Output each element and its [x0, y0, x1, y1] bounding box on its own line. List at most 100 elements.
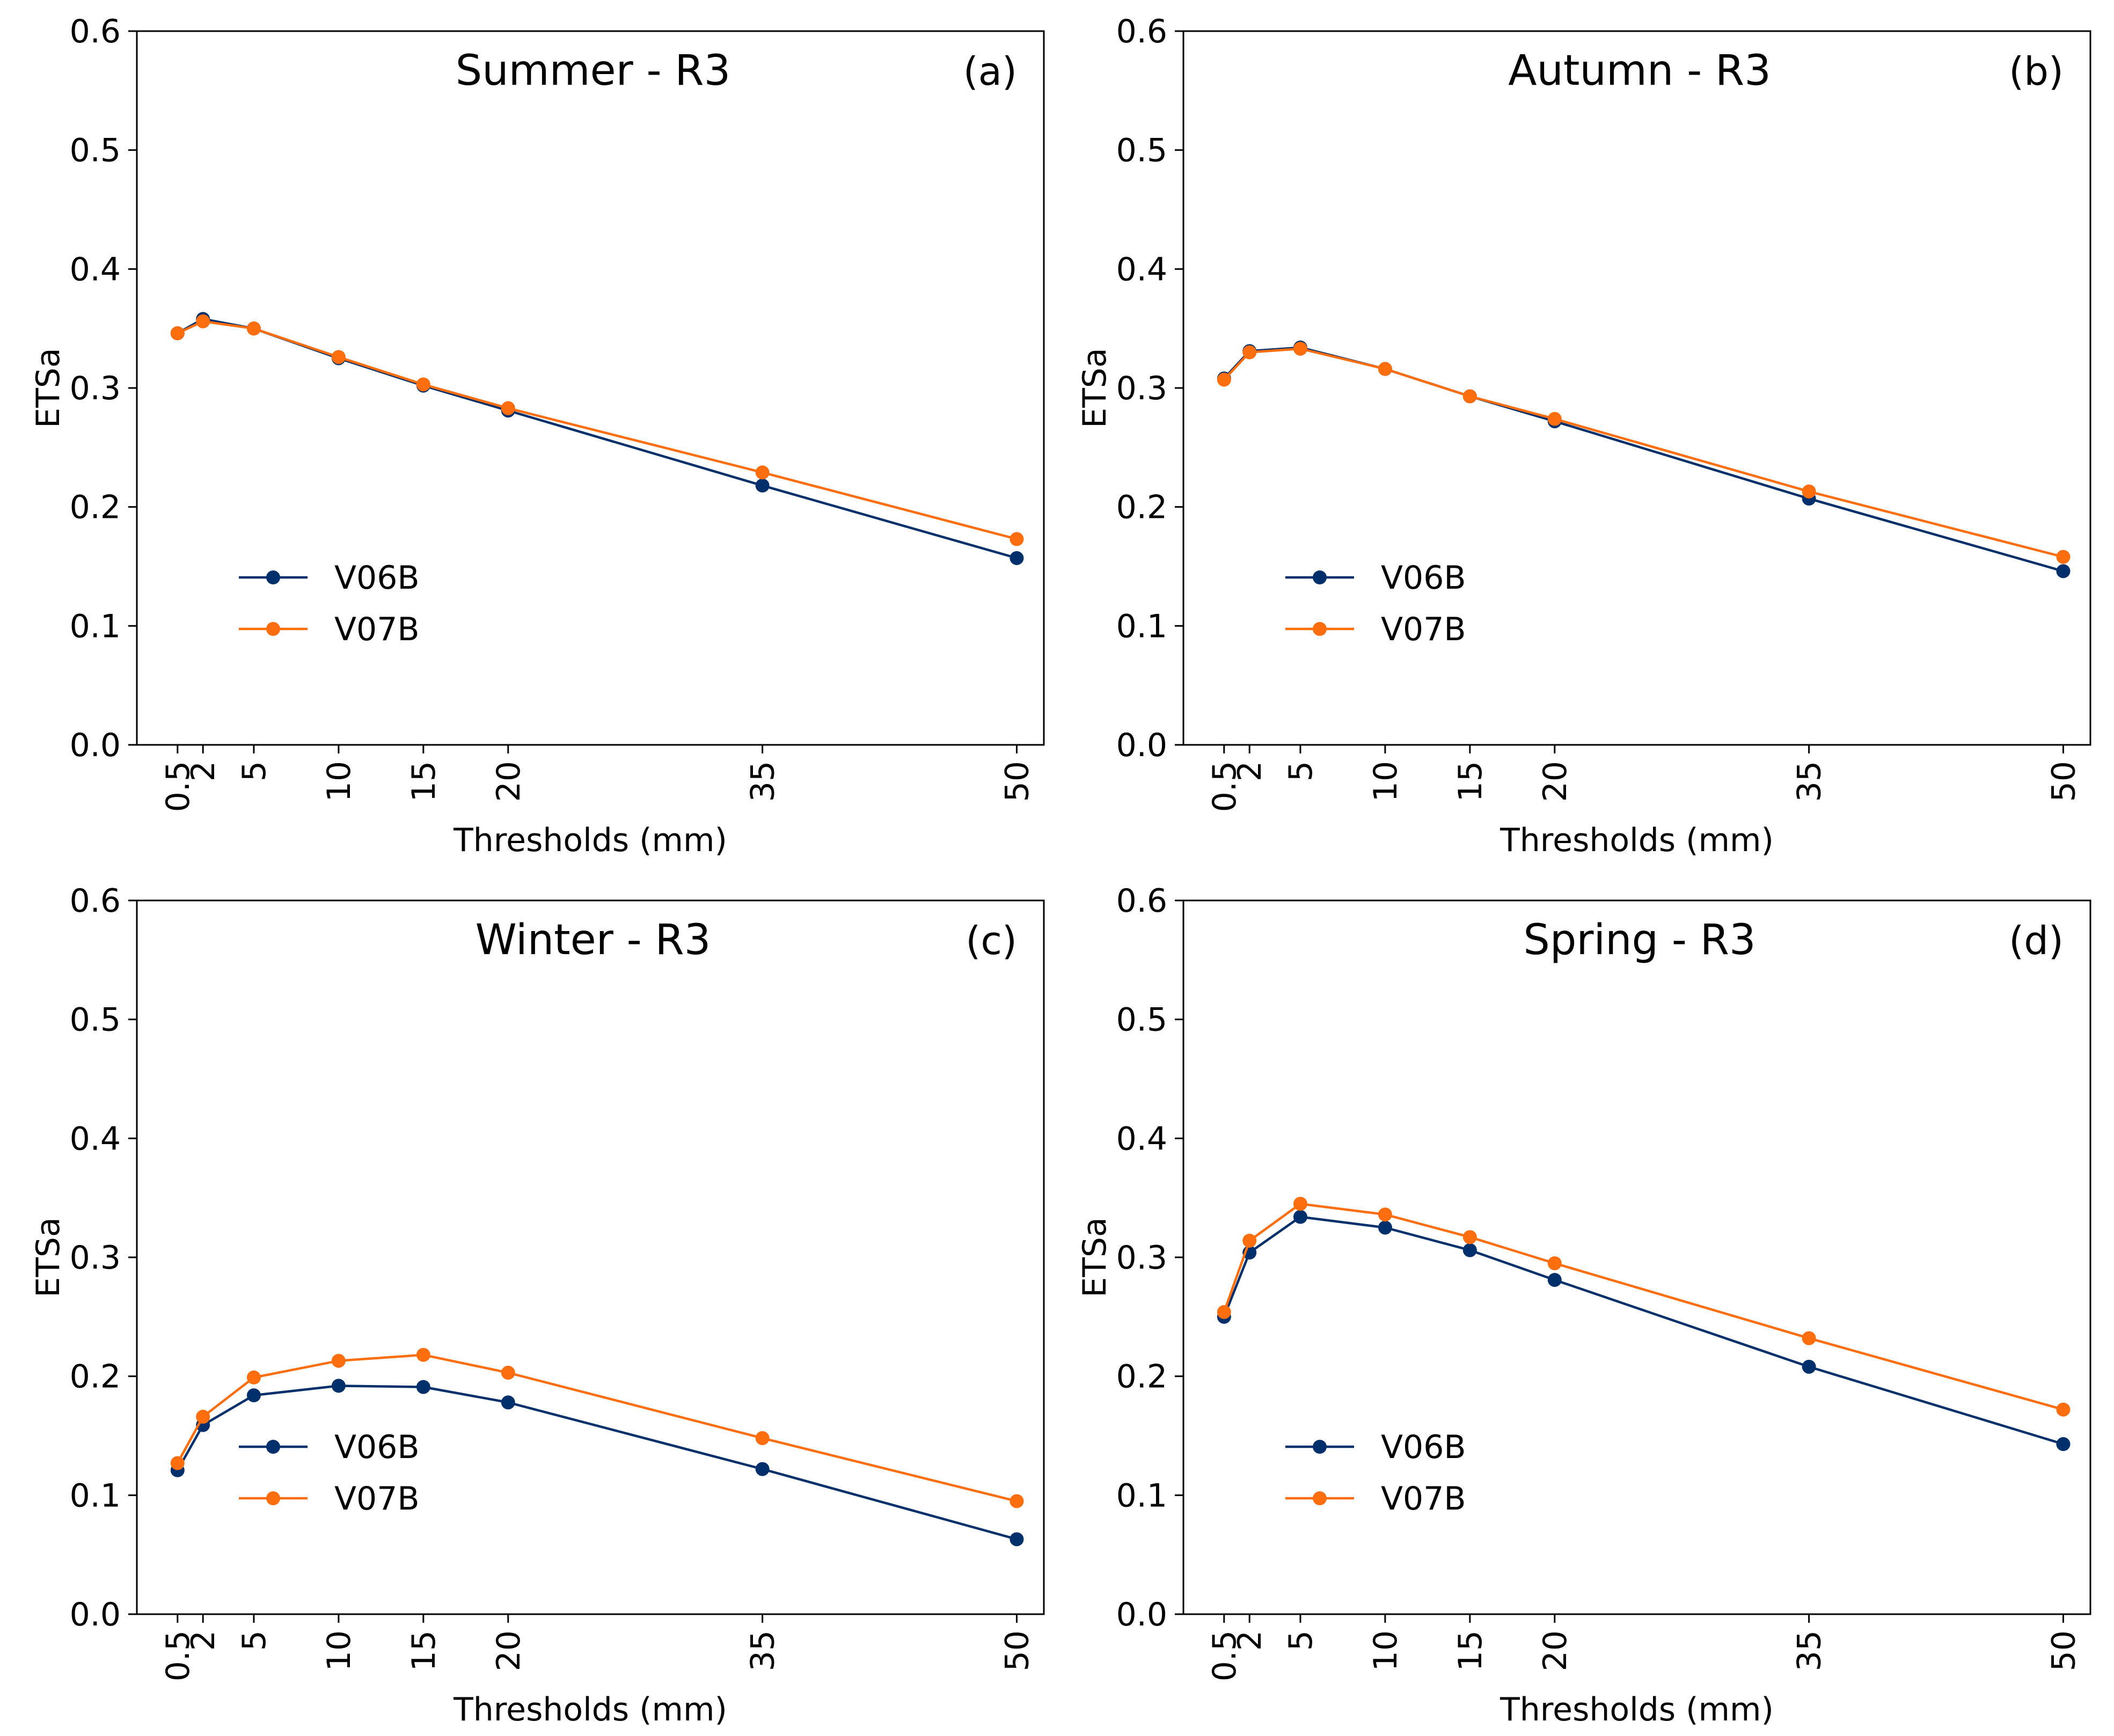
data-point-v07b — [416, 377, 430, 392]
x-tick-label: 50 — [998, 761, 1036, 802]
x-tick-label: 0.5 — [159, 761, 197, 812]
x-tick-label: 50 — [2045, 761, 2082, 802]
data-point-v06b — [2056, 1437, 2071, 1452]
x-tick-label: 2 — [1231, 1630, 1269, 1651]
data-point-v07b — [1293, 341, 1307, 356]
data-point-v06b — [2056, 564, 2071, 578]
chart-panel-summer: 0.00.10.20.30.40.50.60.52 5 10 15 20 35 50Thre… — [30, 13, 1045, 859]
data-point-v06b — [755, 478, 770, 493]
y-tick-label: 0.5 — [1116, 132, 1167, 170]
data-point-v07b — [246, 1370, 261, 1385]
x-tick-label: 0.5 — [1206, 1630, 1243, 1681]
plot-frame — [136, 30, 1045, 746]
legend-marker-v07b — [1313, 1491, 1327, 1505]
y-tick-label: 0.4 — [1116, 251, 1167, 288]
data-point-v07b — [1462, 389, 1477, 404]
y-tick-label: 0.6 — [70, 882, 121, 920]
data-point-v06b — [416, 1380, 430, 1394]
data-point-v06b — [1462, 1243, 1477, 1257]
x-tick-label: 35 — [1791, 761, 1828, 802]
data-point-v07b — [170, 1456, 185, 1470]
series-line-v07b — [176, 1353, 1018, 1503]
y-axis-label: ETSa — [30, 348, 67, 428]
x-tick-label: 10 — [320, 1630, 358, 1671]
data-point-v07b — [501, 1366, 515, 1380]
y-axis-label: ETSa — [1076, 1217, 1114, 1297]
x-tick-label: 20 — [490, 761, 528, 802]
x-axis-label: Thresholds (mm) — [453, 822, 727, 859]
x-tick-label: 5 — [1282, 1630, 1320, 1651]
data-point-v07b — [755, 1431, 770, 1445]
x-tick-label: 35 — [744, 1630, 782, 1671]
plot-frame — [136, 899, 1045, 1615]
y-tick-label: 0.3 — [70, 370, 121, 407]
x-tick-label: 10 — [1367, 761, 1405, 802]
data-point-v06b — [1547, 1273, 1562, 1287]
data-point-v06b — [331, 1379, 346, 1393]
y-tick-label: 0.1 — [1116, 1477, 1167, 1514]
x-tick-label: 15 — [405, 1630, 443, 1671]
y-tick-label: 0.4 — [1116, 1120, 1167, 1158]
data-point-v07b — [1378, 362, 1392, 376]
legend-marker-v06b — [266, 1440, 280, 1454]
y-tick-label: 0.1 — [1116, 607, 1167, 645]
data-point-v07b — [2056, 1402, 2071, 1417]
y-tick-label: 0.1 — [70, 607, 121, 645]
y-tick-label: 0.1 — [70, 1477, 121, 1514]
data-point-v07b — [1378, 1207, 1392, 1222]
x-tick-label: 50 — [2045, 1630, 2082, 1671]
data-point-v06b — [755, 1462, 770, 1476]
data-point-v07b — [1293, 1197, 1307, 1211]
legend-label-v07b: V07B — [1381, 611, 1466, 648]
chart-panel-autumn: 0.00.10.20.30.40.50.60.52 5 10 15 20 35 50Thre… — [1076, 13, 2091, 859]
x-tick-label: 35 — [1791, 1630, 1828, 1671]
data-point-v06b — [1010, 551, 1024, 565]
legend-label-v06b: V06B — [334, 1429, 420, 1466]
x-axis-label: Thresholds (mm) — [1499, 822, 1774, 859]
x-tick-label: 20 — [490, 1630, 528, 1671]
data-point-v07b — [1242, 345, 1257, 360]
panel-tag: (b) — [2009, 49, 2064, 94]
legend-label-v06b: V06B — [1381, 1429, 1466, 1466]
legend-label-v06b: V06B — [1381, 559, 1466, 597]
series-line-v06b — [176, 1385, 1018, 1541]
series-line-v07b — [1223, 347, 2064, 558]
y-tick-label: 0.6 — [1116, 882, 1167, 920]
legend-label-v07b: V07B — [334, 1480, 420, 1518]
series-line-v06b — [1223, 1215, 2064, 1446]
y-axis-label: ETSa — [1076, 348, 1114, 428]
x-tick-label: 10 — [1367, 1630, 1405, 1671]
data-point-v07b — [331, 1353, 346, 1368]
y-axis-label: ETSa — [30, 1217, 67, 1297]
series-line-v06b — [1223, 346, 2064, 573]
y-tick-label: 0.2 — [70, 489, 121, 526]
data-point-v07b — [246, 321, 261, 336]
data-point-v06b — [501, 1395, 515, 1410]
legend-marker-v06b — [1313, 570, 1327, 584]
y-tick-label: 0.3 — [1116, 370, 1167, 407]
data-point-v07b — [1547, 412, 1562, 426]
data-point-v06b — [1293, 1210, 1307, 1224]
legend-label-v07b: V07B — [334, 611, 420, 648]
data-point-v07b — [1010, 532, 1024, 546]
data-point-v07b — [1010, 1494, 1024, 1508]
panel-tag: (c) — [965, 918, 1017, 963]
x-tick-label: 35 — [744, 761, 782, 802]
y-tick-label: 0.0 — [70, 1596, 121, 1634]
y-tick-label: 0.0 — [70, 727, 121, 764]
legend-marker-v06b — [266, 570, 280, 584]
data-point-v07b — [501, 401, 515, 415]
x-tick-label: 0.5 — [159, 1630, 197, 1681]
legend-marker-v07b — [1313, 622, 1327, 636]
y-tick-label: 0.3 — [1116, 1239, 1167, 1277]
x-tick-label: 20 — [1537, 1630, 1574, 1671]
x-tick-label: 15 — [1452, 1630, 1489, 1671]
y-tick-label: 0.0 — [1116, 1596, 1167, 1634]
x-tick-label: 2 — [185, 761, 222, 781]
x-tick-label: 15 — [1452, 761, 1489, 802]
y-tick-label: 0.4 — [70, 1120, 121, 1158]
chart-title: Autumn - R3 — [1508, 47, 1771, 95]
series-line-v07b — [1223, 1203, 2064, 1411]
data-point-v06b — [246, 1388, 261, 1403]
